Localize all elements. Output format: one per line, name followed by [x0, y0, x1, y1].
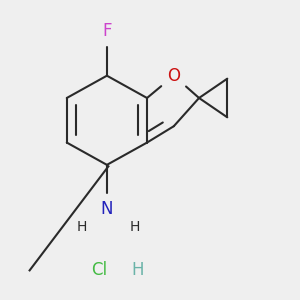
- Text: H: H: [132, 261, 144, 279]
- Text: H: H: [130, 220, 140, 234]
- Text: O: O: [167, 67, 180, 85]
- Text: Cl: Cl: [92, 261, 107, 279]
- Text: F: F: [102, 22, 112, 40]
- Text: H: H: [76, 220, 87, 234]
- Text: N: N: [101, 200, 113, 218]
